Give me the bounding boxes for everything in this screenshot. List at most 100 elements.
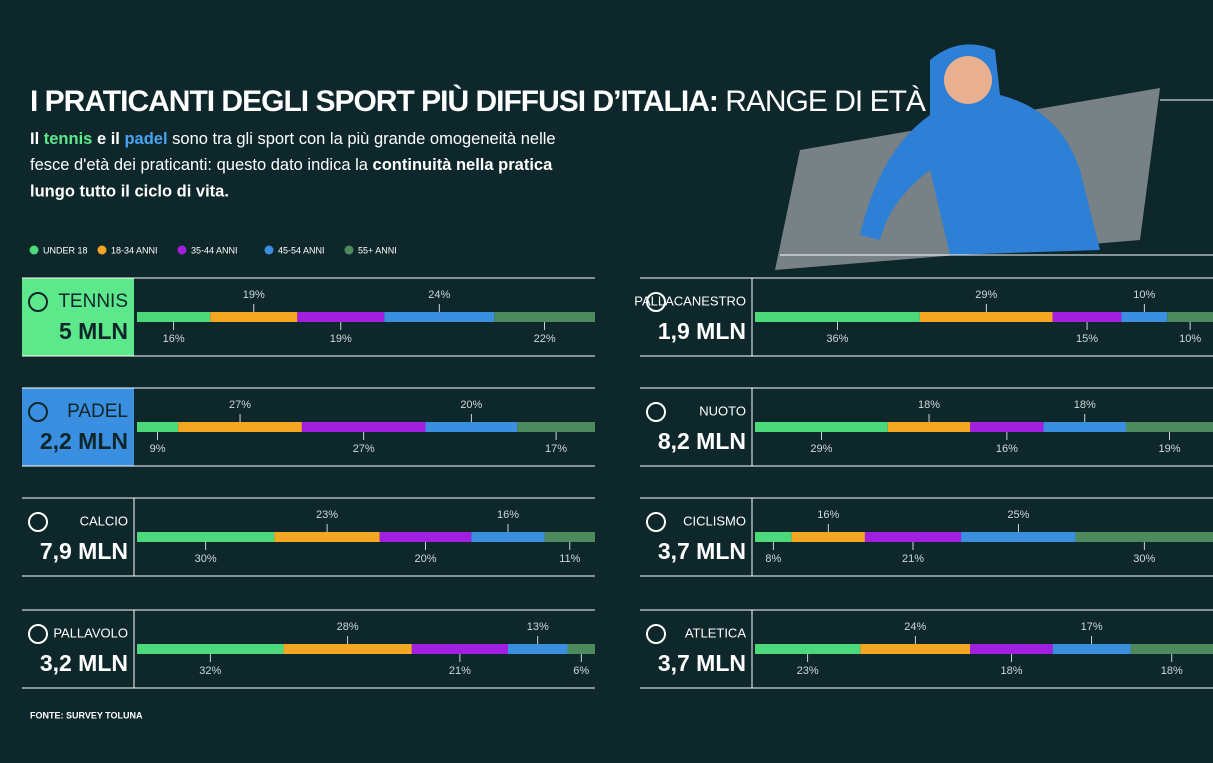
value-label: 16%	[497, 509, 519, 521]
bar-segment	[864, 532, 962, 542]
subtitle-part: lungo tutto il ciclo di vita.	[30, 182, 229, 200]
bar-segment	[1052, 312, 1122, 322]
bar-segment	[1121, 312, 1168, 322]
value-label: 32%	[199, 665, 221, 677]
value-label: 17%	[1081, 621, 1103, 633]
subtitle-part: Il	[30, 130, 44, 148]
sport-icon	[646, 624, 666, 644]
bar-segment	[755, 644, 861, 654]
bar-segment	[137, 532, 275, 542]
bar-segment	[919, 312, 1053, 322]
bar-segment	[887, 422, 971, 432]
sport-name: CALCIO	[80, 513, 128, 528]
bar-segment	[1052, 644, 1131, 654]
value-label: 20%	[460, 399, 482, 411]
subtitle-part: padel	[124, 130, 167, 148]
value-label: 19%	[1158, 443, 1180, 455]
bar-segment	[137, 644, 284, 654]
sport-icon	[28, 512, 48, 532]
photo-player	[860, 44, 1100, 255]
value-label: 30%	[195, 553, 217, 565]
sport-total: 8,2 MLN	[658, 428, 746, 454]
sport-name: CICLISMO	[683, 513, 746, 528]
sport-total: 5 MLN	[59, 318, 128, 344]
value-label: 24%	[904, 621, 926, 633]
legend-swatch	[264, 245, 274, 255]
bar-segment	[1130, 644, 1213, 654]
legend-label: UNDER 18	[43, 245, 88, 255]
bar-segment	[507, 644, 568, 654]
sport-total: 7,9 MLN	[40, 538, 128, 564]
sport-name: PALLAVOLO	[53, 625, 128, 640]
value-label: 22%	[534, 333, 556, 345]
legend-label: 45-54 ANNI	[278, 245, 325, 255]
sport-icon	[28, 624, 48, 644]
value-label: 13%	[527, 621, 549, 633]
sport-icon	[28, 402, 48, 422]
sport-total: 3,2 MLN	[40, 650, 128, 676]
value-label: 29%	[975, 289, 997, 301]
value-label: 16%	[163, 333, 185, 345]
bar-segment	[283, 644, 412, 654]
value-label: 16%	[996, 443, 1018, 455]
bar-segment	[494, 312, 595, 322]
bar-segment	[755, 532, 792, 542]
sport-icon	[28, 292, 48, 312]
value-label: 8%	[765, 553, 781, 565]
value-label: 28%	[337, 621, 359, 633]
value-label: 23%	[316, 509, 338, 521]
bar-segment	[274, 532, 380, 542]
value-label: 18%	[918, 399, 940, 411]
legend-swatch	[29, 245, 39, 255]
sport-total: 3,7 MLN	[658, 538, 746, 564]
label-box	[22, 278, 134, 356]
bar-segment	[471, 532, 545, 542]
value-label: 36%	[826, 333, 848, 345]
sport-total: 2,2 MLN	[40, 428, 128, 454]
value-label: 27%	[229, 399, 251, 411]
sport-icon	[646, 512, 666, 532]
label-box	[22, 388, 134, 466]
sport-name: NUOTO	[699, 403, 746, 418]
value-label: 27%	[353, 443, 375, 455]
value-label: 18%	[1000, 665, 1022, 677]
bar-segment	[137, 422, 179, 432]
sport-total: 3,7 MLN	[658, 650, 746, 676]
sport-icon	[646, 402, 666, 422]
value-label: 30%	[1133, 553, 1155, 565]
subtitle-part: fesce d'età dei praticanti: questo dato …	[30, 156, 373, 174]
bar-segment	[1125, 422, 1213, 432]
value-label: 10%	[1133, 289, 1155, 301]
bar-segment	[301, 422, 426, 432]
value-label: 25%	[1007, 509, 1029, 521]
value-label: 17%	[545, 443, 567, 455]
value-label: 15%	[1076, 333, 1098, 345]
bar-segment	[411, 644, 508, 654]
value-label: 9%	[150, 443, 166, 455]
bar-segment	[755, 422, 888, 432]
bar-segment	[791, 532, 865, 542]
bar-segment	[297, 312, 385, 322]
bar-segment	[1075, 532, 1213, 542]
bar-segment	[1167, 312, 1213, 322]
bar-segment	[970, 422, 1044, 432]
subtitle-part: continuità nella pratica	[373, 156, 554, 174]
legend-swatch	[177, 245, 187, 255]
legend-swatch	[97, 245, 107, 255]
bar-segment	[137, 312, 211, 322]
value-label: 24%	[428, 289, 450, 301]
value-label: 16%	[817, 509, 839, 521]
value-label: 19%	[330, 333, 352, 345]
bar-segment	[860, 644, 971, 654]
sport-name: ATLETICA	[685, 625, 746, 640]
value-label: 21%	[902, 553, 924, 565]
subtitle-part: e il	[92, 130, 124, 148]
legend-swatch	[344, 245, 354, 255]
subtitle: Il tennis e il padel sono tra gli sport …	[30, 130, 556, 148]
bar-segment	[755, 312, 920, 322]
title-light: RANGE DI ETÀ	[718, 85, 926, 118]
sport-icon	[646, 292, 666, 312]
title-bold: I PRATICANTI DEGLI SPORT PIÙ DIFFUSI D’I…	[30, 84, 718, 118]
value-label: 6%	[573, 665, 589, 677]
